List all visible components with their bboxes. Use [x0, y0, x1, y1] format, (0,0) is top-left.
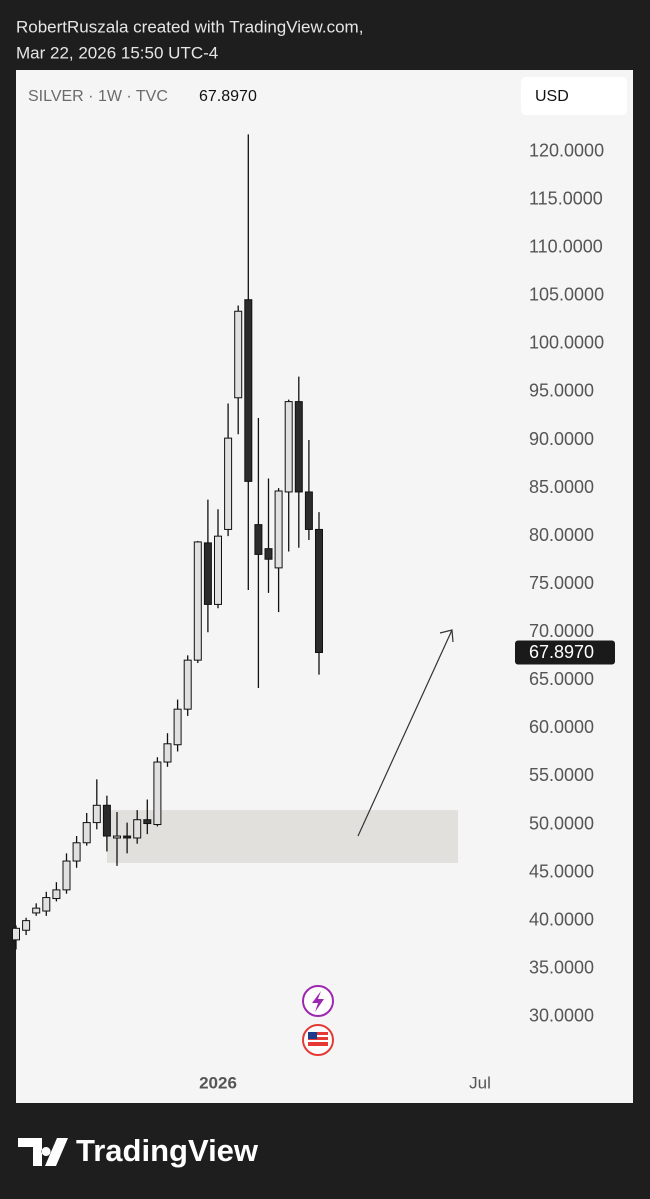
currency-label: USD	[535, 88, 569, 105]
flag-stripe	[308, 1035, 328, 1037]
candle-body	[123, 835, 132, 839]
candle-body	[42, 897, 51, 912]
candle-body	[183, 659, 192, 710]
time-label: Jul	[469, 1073, 491, 1092]
candle-body	[284, 401, 293, 493]
flag-canton	[308, 1032, 317, 1039]
candle-body	[193, 541, 202, 661]
chart-panel	[16, 70, 633, 1103]
candle-body	[102, 804, 111, 837]
y-tick-label: 45.0000	[529, 861, 594, 881]
y-tick-label: 55.0000	[529, 765, 594, 785]
y-tick-label: 120.0000	[529, 140, 604, 160]
y-tick-label: 105.0000	[529, 285, 604, 305]
y-tick-label: 40.0000	[529, 909, 594, 929]
arrow-line	[357, 629, 453, 837]
y-tick-label: 90.0000	[529, 429, 594, 449]
zone	[107, 810, 458, 863]
candle-body	[224, 437, 233, 530]
y-tick-label: 75.0000	[529, 573, 594, 593]
candle-body	[234, 310, 243, 399]
candle-body	[113, 835, 121, 839]
y-tick-label: 30.0000	[529, 1005, 594, 1025]
candle-body	[72, 842, 81, 862]
y-tick-label: 85.0000	[529, 477, 594, 497]
y-tick-label: 70.0000	[529, 621, 594, 641]
candle-body	[214, 535, 222, 605]
candle-body	[203, 542, 212, 605]
y-tick-label: 100.0000	[529, 333, 604, 353]
y-tick-label: 35.0000	[529, 957, 594, 977]
y-tick-label: 50.0000	[529, 813, 594, 833]
currency-box[interactable]	[521, 77, 627, 115]
y-tick-label: 60.0000	[529, 717, 594, 737]
time-label: 2026	[199, 1073, 237, 1092]
legend-price: 67.8970	[199, 88, 257, 105]
flag-stripe	[308, 1040, 328, 1042]
y-tick-label: 110.0000	[529, 237, 603, 257]
candle-body	[143, 819, 152, 825]
candle-body	[264, 548, 273, 560]
candle-body	[92, 804, 101, 824]
candle-body	[163, 743, 172, 763]
candle-body	[274, 490, 283, 569]
lightning	[312, 991, 324, 1012]
candle-body	[153, 761, 162, 826]
candle-body	[52, 889, 61, 900]
candle-body	[62, 860, 71, 891]
candle-body	[244, 299, 253, 482]
brand-logo	[18, 1138, 68, 1166]
y-tick-label: 95.0000	[529, 381, 594, 401]
candle-body	[315, 528, 323, 653]
plot: 30.0000 35.0000 40.0000 45.0000 50.0000 55.00…	[12, 134, 615, 1092]
last-price-tag	[515, 640, 615, 665]
candle-body	[254, 524, 263, 555]
brand-name: TradingView	[76, 1133, 259, 1168]
y-tick-label: 80.0000	[529, 525, 594, 545]
candle-body	[82, 822, 91, 844]
header-line: RobertRuszala created with TradingView.c…	[16, 17, 363, 36]
candle-body	[32, 907, 41, 914]
y-tick-label: 115.0000	[529, 189, 603, 209]
candle-body	[294, 401, 303, 493]
candle-body	[304, 491, 313, 530]
header-line: Mar 22, 2026 15:50 UTC-4	[16, 43, 218, 62]
y-tick-label: 65.0000	[529, 669, 594, 689]
candle-body	[133, 819, 142, 839]
candle-body	[173, 708, 182, 746]
candle-body	[12, 927, 20, 941]
symbol-label: SILVER · 1W · TVC	[28, 88, 168, 105]
arrow-head	[439, 629, 454, 643]
candle-body	[22, 920, 31, 931]
last-price-label: 67.8970	[529, 642, 594, 662]
